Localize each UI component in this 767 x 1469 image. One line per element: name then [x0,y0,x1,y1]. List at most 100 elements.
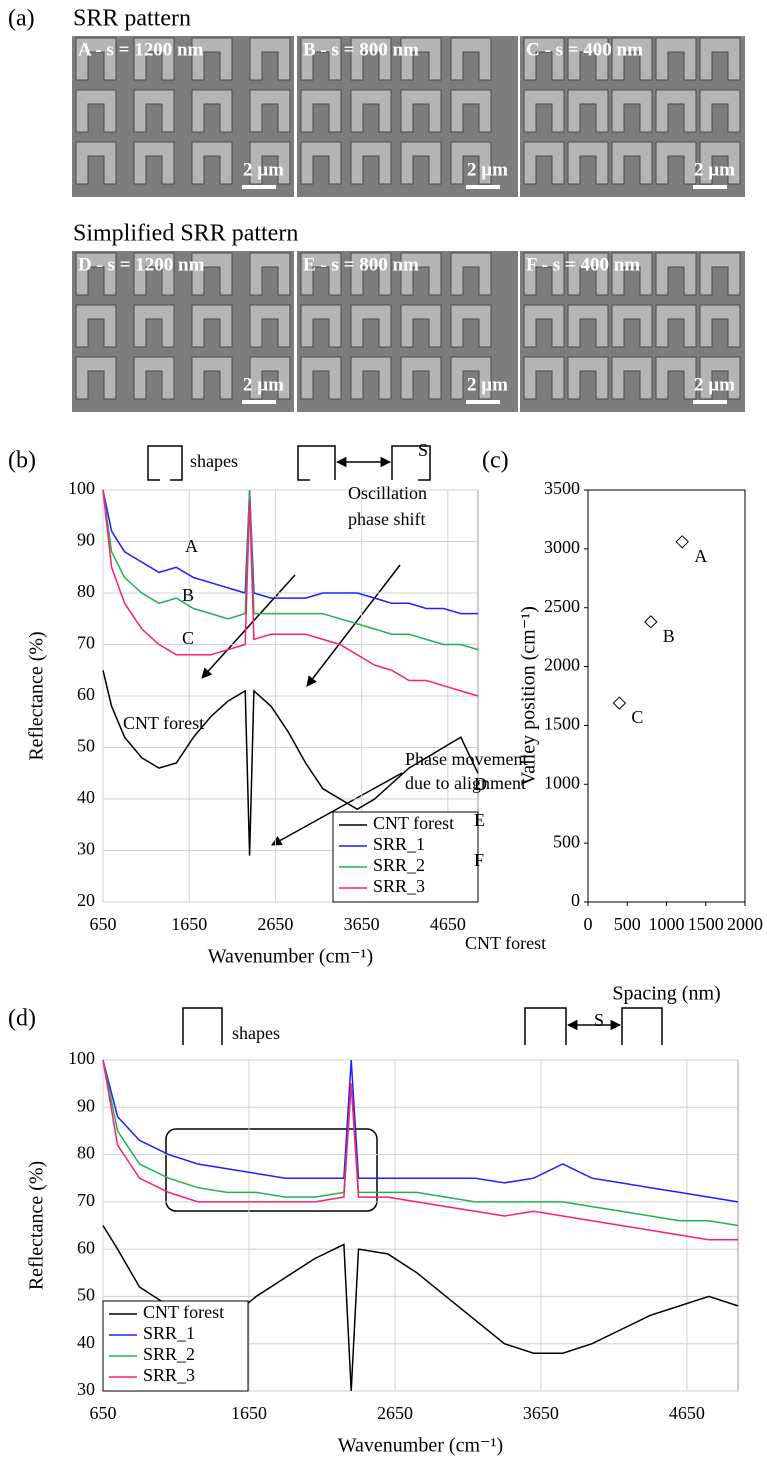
sem-structure [523,89,565,133]
image-caption: A - s = 1200 nm [78,39,204,60]
shape-inset [524,1007,567,1045]
image-caption: E - s = 800 nm [303,254,419,275]
sem-structure [300,304,342,348]
sem-structure [611,252,653,296]
y-tick-label: 90 [77,530,95,550]
sem-structure [249,141,291,185]
sem-structure [611,141,653,185]
sem-structure [133,141,175,185]
y-tick-label: 80 [77,581,95,601]
sem-structure [75,37,117,81]
scale-label: 2 µm [467,159,508,180]
sem-structure [611,356,653,400]
y-tick-label: 0 [571,890,580,910]
sem-structure [350,252,392,296]
sem-structure [75,141,117,185]
shape-inset [182,1007,223,1045]
sem-structure [400,252,442,296]
legend-label: SRR_3 [373,876,425,896]
annotation: CNT forest [465,933,546,953]
scale-bar [693,185,727,189]
sem-structure [133,37,175,81]
data-line [102,1059,739,1203]
x-tick-label: 1000 [649,914,685,934]
x-tick-label: 4650 [669,1403,705,1423]
y-tick-label: 500 [553,831,580,851]
data-point [612,696,627,710]
sem-structure [350,356,392,400]
scale-bar [242,400,276,404]
point-label: A [694,546,707,566]
group-title: Simplified SRR pattern [73,221,298,247]
x-tick-label: 2650 [377,1403,413,1423]
annotation: C [182,628,194,648]
sem-structure [191,37,233,81]
legend-box [332,811,479,903]
annotation-arrow [201,574,296,679]
y-tick-label: 2000 [544,655,580,675]
y-tick-label: 90 [77,1095,95,1115]
scale-bar [466,185,500,189]
sem-structure [350,141,392,185]
x-tick-label: 0 [584,914,593,934]
image-caption: D - s = 1200 nm [78,254,205,275]
legend-box [102,1300,249,1392]
sem-structure [699,37,741,81]
data-line [102,489,479,697]
sem-structure [400,304,442,348]
x-tick-label: 500 [614,914,641,934]
sem-structure [350,304,392,348]
sem-structure [450,356,492,400]
sem-structure [655,252,697,296]
annotation: Phase movement [405,749,527,769]
sem-structure [249,37,291,81]
annotation: phase shift [348,509,425,529]
panel-label: (d) [8,1006,36,1032]
scale-label: 2 µm [694,159,735,180]
sem-structure [75,356,117,400]
y-tick-label: 20 [77,890,95,910]
panel-label: (c) [482,448,509,474]
highlight-box [165,1128,378,1212]
sem-structure [567,89,609,133]
sem-structure [249,89,291,133]
x-tick-label: 1650 [171,914,207,934]
annotation: D [474,774,487,794]
sem-structure [133,356,175,400]
sem-structure [655,89,697,133]
sem-structure [450,37,492,81]
scale-label: 2 µm [243,159,284,180]
sem-structure [567,356,609,400]
annotation: shapes [190,451,238,471]
annotation: CNT forest [123,713,204,733]
data-line [102,1059,738,1241]
scale-label: 2 µm [694,374,735,395]
sem-structure [450,304,492,348]
legend-label: CNT forest [373,813,454,833]
x-tick-label: 2000 [727,914,763,934]
annotation-arrow [271,772,403,846]
panel-label: (a) [8,6,35,32]
y-tick-label: 1000 [544,772,580,792]
sem-structure [249,304,291,348]
x-tick-label: 650 [90,914,117,934]
data-point [675,535,689,549]
point-label: C [631,707,643,727]
y-tick-label: 100 [68,478,95,498]
x-axis-label: Wavenumber (cm⁻¹) [208,946,373,968]
sem-structure [523,304,565,348]
image-caption: C - s = 400 nm [526,39,643,60]
x-tick-label: 650 [90,1403,117,1423]
y-tick-label: 70 [77,633,95,653]
y-tick-label: 80 [77,1143,95,1163]
sem-structure [133,304,175,348]
sem-structure [75,89,117,133]
legend-label: SRR_1 [373,834,425,854]
scale-bar [466,400,500,404]
sem-structure [400,37,442,81]
y-tick-label: 40 [77,787,95,807]
sem-structure [450,252,492,296]
sem-structure [300,356,342,400]
y-tick-label: 3500 [544,478,580,498]
